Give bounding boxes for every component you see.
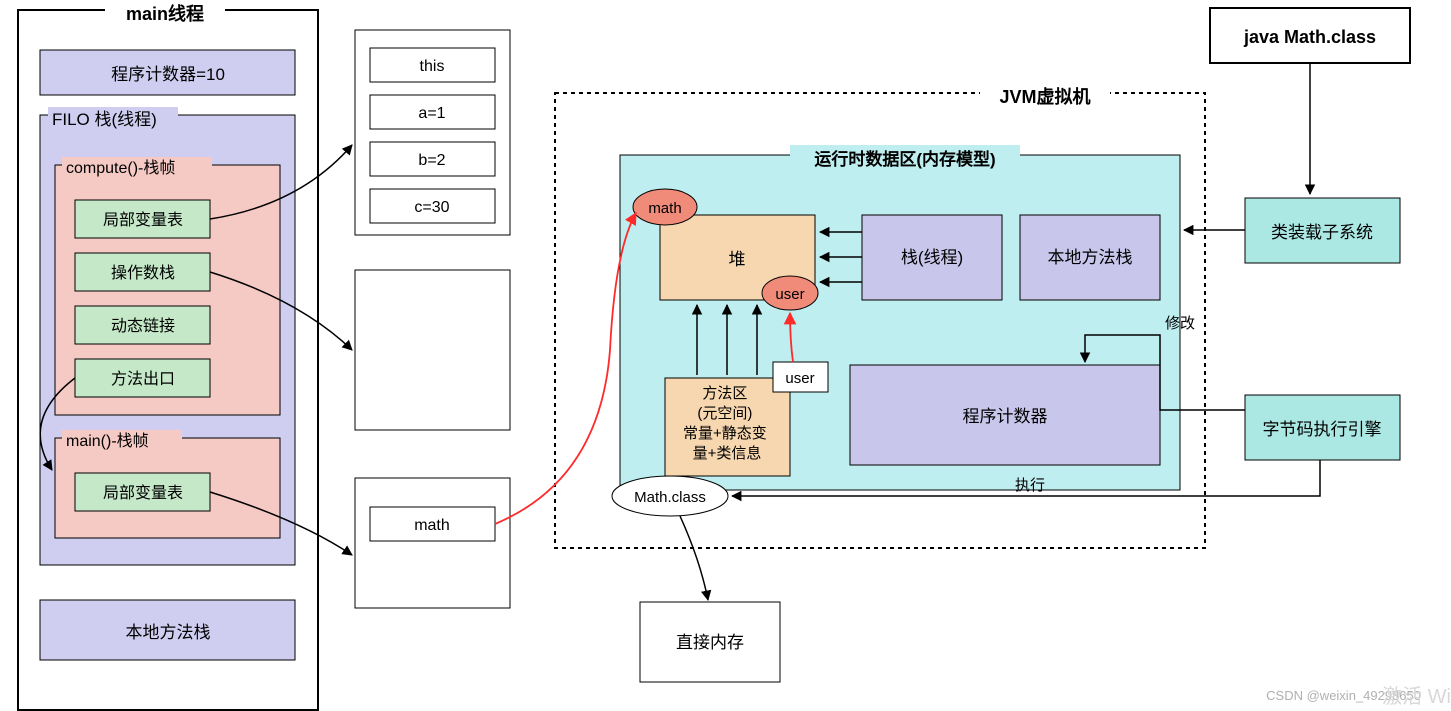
stack-label: 栈(线程) [901,248,963,267]
user-box-label: user [785,370,814,387]
detail-bottom-box [355,478,510,608]
arrow-math-red [495,213,636,524]
detail-top-row-0-label: this [420,58,445,75]
runtime-title: 运行时数据区(内存模型) [814,149,995,169]
direct-memory-label: 直接内存 [676,633,744,652]
heap-label: 堆 [729,250,746,269]
pc-register-label: 程序计数器 [963,407,1048,426]
main-frame-title: main()-栈帧 [66,432,149,450]
user-badge-label: user [775,286,804,303]
main-thread-title: main线程 [126,3,204,24]
bytecode-engine-label: 字节码执行引擎 [1263,420,1382,439]
detail-mid-box [355,270,510,430]
math-class-oval-label: Math.class [634,489,706,506]
classloader-label: 类装载子系统 [1271,223,1373,242]
compute-row-1-label: 操作数栈 [111,264,175,282]
detail-top-row-3-label: c=30 [414,199,449,216]
modify-label: 修改 [1165,315,1195,332]
watermark2: 激活 Wi [1382,680,1451,709]
detail-top-row-1-label: a=1 [418,105,445,122]
detail-top-row-2-label: b=2 [418,152,445,169]
compute-row-0-label: 局部变量表 [103,211,183,229]
native-label: 本地方法栈 [1048,248,1133,267]
detail-bottom-row-label: math [414,517,450,534]
java-math-label: java Math.class [1243,27,1376,47]
filo-title: FILO 栈(线程) [52,110,157,129]
main-row-0-label: 局部变量表 [103,484,183,502]
pc-box-label: 程序计数器=10 [111,65,225,84]
compute-row-2-label: 动态链接 [111,317,175,335]
native-stack-label: 本地方法栈 [126,623,211,642]
execute-label: 执行 [1015,477,1045,494]
math-badge-label: math [648,200,681,217]
jvm-title: JVM虚拟机 [999,86,1090,107]
compute-row-3-label: 方法出口 [111,370,175,388]
compute-frame-title: compute()-栈帧 [66,159,175,177]
arrow-mathclass-direct [680,516,708,600]
